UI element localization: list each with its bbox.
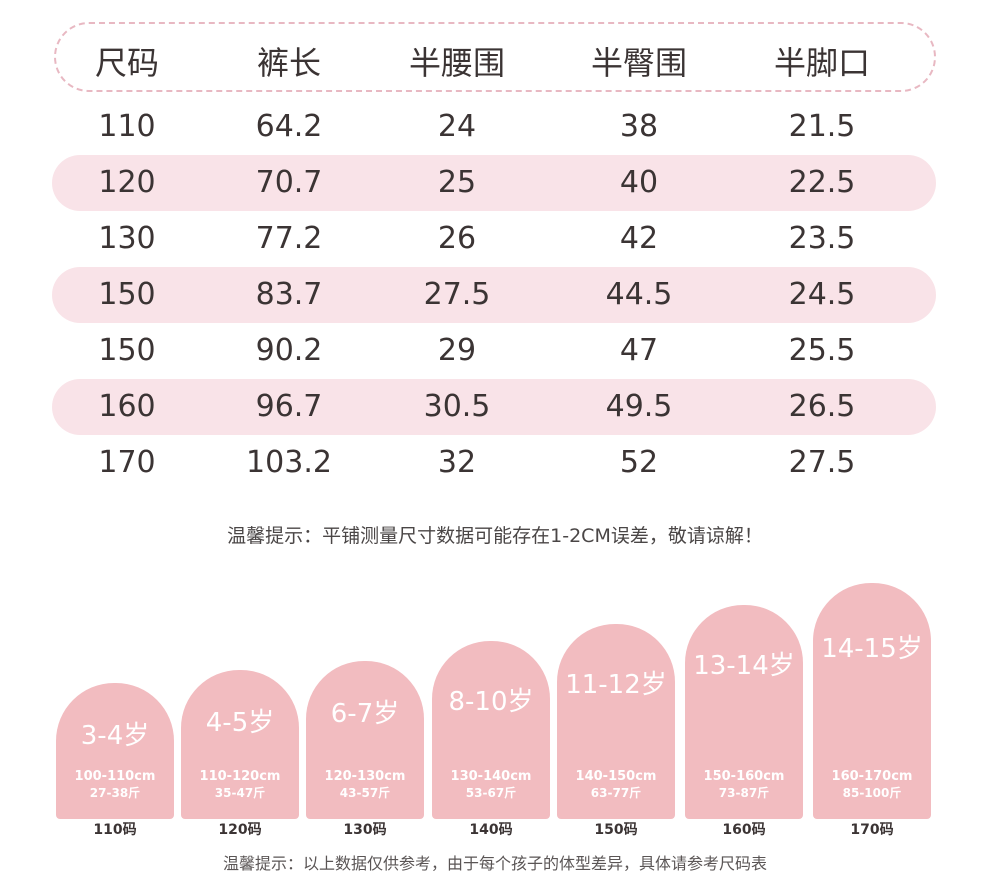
age-label: 14-15岁 bbox=[821, 634, 923, 664]
table-cell: 30.5 bbox=[423, 389, 491, 424]
age-label: 4-5岁 bbox=[205, 708, 275, 738]
table-cell: 23.5 bbox=[788, 221, 856, 256]
table-cell: 26 bbox=[437, 221, 477, 256]
weight-range: 43-57斤 bbox=[339, 786, 391, 800]
table-cell: 52 bbox=[619, 445, 659, 480]
size-arch: 3-4岁 100-110cm 27-38斤 bbox=[56, 683, 174, 819]
table-row: 160 96.7 30.5 49.5 26.5 bbox=[52, 379, 936, 435]
height-range: 110-120cm bbox=[199, 769, 281, 784]
table-cell: 90.2 bbox=[255, 333, 323, 368]
size-label: 110码 bbox=[93, 822, 137, 838]
table-row: 150 90.2 29 47 25.5 bbox=[52, 323, 936, 379]
table-row: 170 103.2 32 52 27.5 bbox=[52, 435, 936, 491]
height-range: 140-150cm bbox=[575, 769, 657, 784]
table-row: 110 64.2 24 38 21.5 bbox=[52, 99, 936, 155]
table-cell: 26.5 bbox=[788, 389, 856, 424]
table-cell: 21.5 bbox=[788, 109, 856, 144]
weight-range: 27-38斤 bbox=[89, 786, 141, 800]
weight-range: 63-77斤 bbox=[590, 786, 642, 800]
size-label: 140码 bbox=[469, 822, 513, 838]
table-cell: 150 bbox=[98, 333, 156, 368]
height-range: 160-170cm bbox=[831, 769, 913, 784]
size-arch: 14-15岁 160-170cm 85-100斤 bbox=[813, 583, 931, 819]
weight-range: 85-100斤 bbox=[842, 786, 902, 800]
table-cell: 24.5 bbox=[788, 277, 856, 312]
size-label: 170码 bbox=[850, 822, 894, 838]
column-header: 半臀围 bbox=[590, 44, 688, 82]
table-cell: 64.2 bbox=[255, 109, 323, 144]
weight-range: 35-47斤 bbox=[214, 786, 266, 800]
size-arch: 11-12岁 140-150cm 63-77斤 bbox=[557, 624, 675, 819]
age-label: 8-10岁 bbox=[448, 687, 534, 717]
table-cell: 70.7 bbox=[255, 165, 323, 200]
table-cell: 49.5 bbox=[605, 389, 673, 424]
table-cell: 110 bbox=[98, 109, 156, 144]
table-cell: 42 bbox=[619, 221, 659, 256]
table-cell: 25 bbox=[437, 165, 477, 200]
age-label: 6-7岁 bbox=[330, 699, 400, 729]
size-label: 150码 bbox=[594, 822, 638, 838]
table-cell: 38 bbox=[619, 109, 659, 144]
height-range: 120-130cm bbox=[324, 769, 406, 784]
table-row: 130 77.2 26 42 23.5 bbox=[52, 211, 936, 267]
age-label: 3-4岁 bbox=[80, 721, 150, 751]
table-cell: 27.5 bbox=[423, 277, 491, 312]
size-label: 120码 bbox=[218, 822, 262, 838]
table-cell: 32 bbox=[437, 445, 477, 480]
table-cell: 40 bbox=[619, 165, 659, 200]
size-arch: 8-10岁 130-140cm 53-67斤 bbox=[432, 641, 550, 819]
table-header-frame bbox=[54, 22, 936, 92]
age-label: 11-12岁 bbox=[565, 670, 667, 700]
size-arch: 4-5岁 110-120cm 35-47斤 bbox=[181, 670, 299, 819]
weight-range: 53-67斤 bbox=[465, 786, 517, 800]
table-cell: 103.2 bbox=[246, 445, 332, 480]
reference-note: 温馨提示：以上数据仅供参考，由于每个孩子的体型差异，具体请参考尺码表 bbox=[222, 854, 767, 873]
table-cell: 27.5 bbox=[788, 445, 856, 480]
table-cell: 25.5 bbox=[788, 333, 856, 368]
column-header: 半腰围 bbox=[408, 44, 506, 82]
column-header: 裤长 bbox=[256, 44, 322, 82]
height-range: 100-110cm bbox=[74, 769, 156, 784]
table-row: 120 70.7 25 40 22.5 bbox=[52, 155, 936, 211]
table-cell: 170 bbox=[98, 445, 156, 480]
height-range: 130-140cm bbox=[450, 769, 532, 784]
table-cell: 29 bbox=[437, 333, 477, 368]
column-header: 半脚口 bbox=[773, 44, 871, 82]
height-range: 150-160cm bbox=[703, 769, 785, 784]
column-header: 尺码 bbox=[94, 44, 160, 82]
size-arch: 6-7岁 120-130cm 43-57斤 bbox=[306, 661, 424, 819]
weight-range: 73-87斤 bbox=[718, 786, 770, 800]
table-row: 150 83.7 27.5 44.5 24.5 bbox=[52, 267, 936, 323]
measurement-note: 温馨提示：平铺测量尺寸数据可能存在1-2CM误差，敬请谅解！ bbox=[227, 525, 763, 547]
table-cell: 44.5 bbox=[605, 277, 673, 312]
table-cell: 77.2 bbox=[255, 221, 323, 256]
table-cell: 96.7 bbox=[255, 389, 323, 424]
table-cell: 47 bbox=[619, 333, 659, 368]
table-cell: 24 bbox=[437, 109, 477, 144]
size-arch: 13-14岁 150-160cm 73-87斤 bbox=[685, 605, 803, 819]
table-cell: 120 bbox=[98, 165, 156, 200]
table-cell: 83.7 bbox=[255, 277, 323, 312]
age-label: 13-14岁 bbox=[693, 651, 795, 681]
table-cell: 150 bbox=[98, 277, 156, 312]
size-label: 160码 bbox=[722, 822, 766, 838]
table-cell: 22.5 bbox=[788, 165, 856, 200]
size-label: 130码 bbox=[343, 822, 387, 838]
table-cell: 160 bbox=[98, 389, 156, 424]
table-cell: 130 bbox=[98, 221, 156, 256]
